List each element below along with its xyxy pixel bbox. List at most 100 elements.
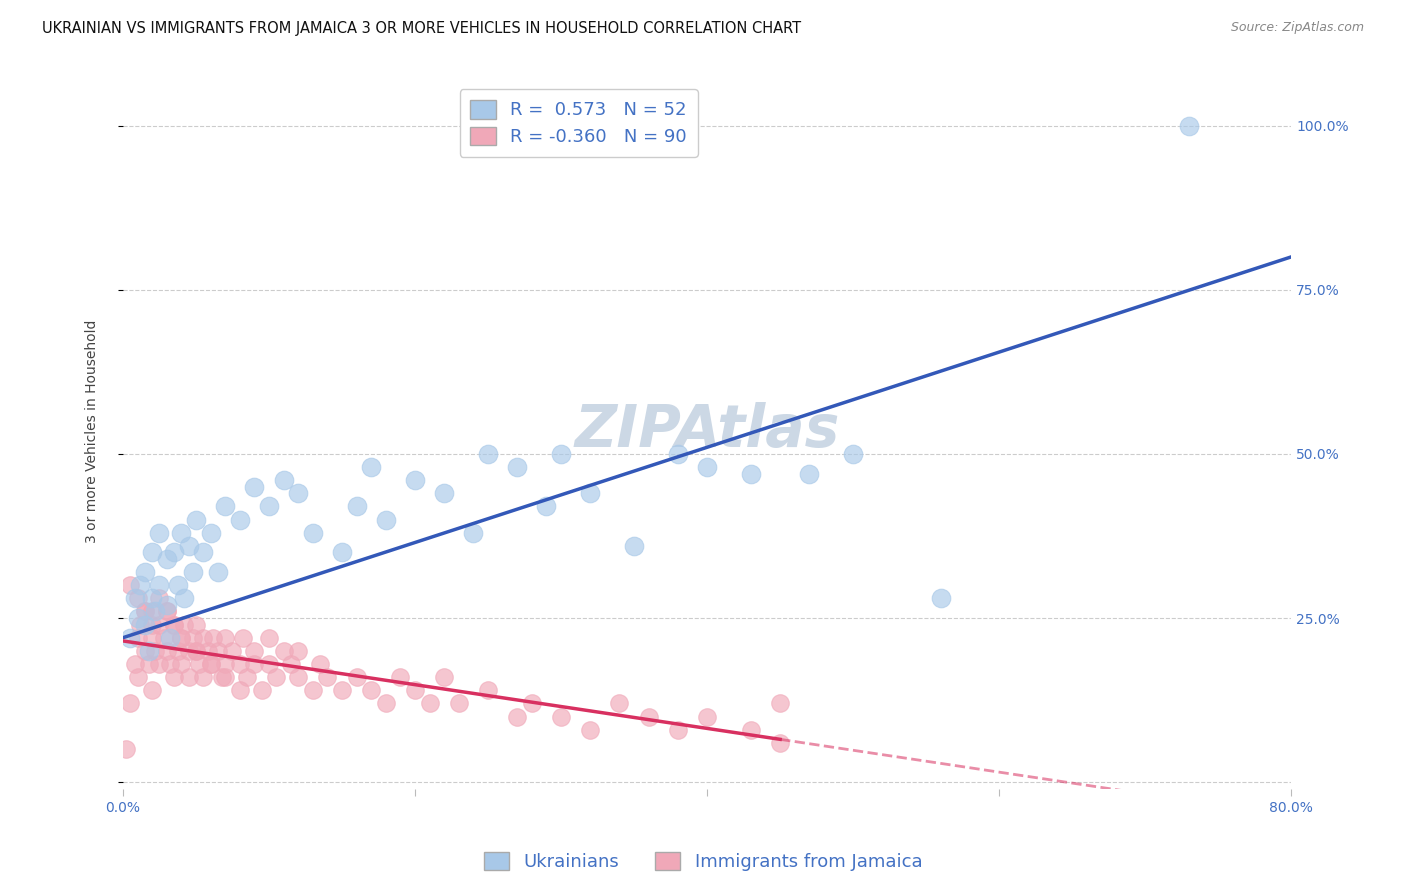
Point xyxy=(148,657,170,671)
Point xyxy=(666,723,689,737)
Point xyxy=(167,578,190,592)
Point xyxy=(159,631,181,645)
Point xyxy=(257,657,280,671)
Point xyxy=(148,591,170,606)
Point xyxy=(243,480,266,494)
Point xyxy=(609,697,631,711)
Point xyxy=(184,644,207,658)
Point xyxy=(187,657,209,671)
Point xyxy=(842,447,865,461)
Point xyxy=(389,670,412,684)
Point xyxy=(374,697,396,711)
Point xyxy=(404,683,426,698)
Point xyxy=(134,604,156,618)
Point xyxy=(141,545,163,559)
Point xyxy=(550,709,572,723)
Point xyxy=(193,545,215,559)
Point xyxy=(419,697,441,711)
Point xyxy=(301,525,323,540)
Point xyxy=(536,500,558,514)
Point xyxy=(134,604,156,618)
Point xyxy=(623,539,645,553)
Point xyxy=(769,697,792,711)
Point xyxy=(153,631,176,645)
Point xyxy=(156,604,179,618)
Point xyxy=(232,631,254,645)
Point xyxy=(193,631,215,645)
Point xyxy=(257,631,280,645)
Point xyxy=(159,657,181,671)
Point xyxy=(696,460,718,475)
Point xyxy=(120,631,142,645)
Point xyxy=(929,591,952,606)
Point xyxy=(163,545,186,559)
Point xyxy=(177,539,200,553)
Y-axis label: 3 or more Vehicles in Household: 3 or more Vehicles in Household xyxy=(86,319,100,542)
Point xyxy=(330,683,353,698)
Point xyxy=(134,617,156,632)
Point xyxy=(200,657,222,671)
Point xyxy=(127,591,149,606)
Point xyxy=(129,578,152,592)
Point xyxy=(156,552,179,566)
Point xyxy=(520,697,543,711)
Point xyxy=(184,644,207,658)
Point xyxy=(346,670,368,684)
Text: UKRAINIAN VS IMMIGRANTS FROM JAMAICA 3 OR MORE VEHICLES IN HOUSEHOLD CORRELATION: UKRAINIAN VS IMMIGRANTS FROM JAMAICA 3 O… xyxy=(42,21,801,36)
Point xyxy=(374,512,396,526)
Point xyxy=(477,683,499,698)
Point xyxy=(221,644,243,658)
Point xyxy=(141,683,163,698)
Point xyxy=(280,657,302,671)
Point xyxy=(506,709,529,723)
Point xyxy=(197,644,219,658)
Point xyxy=(120,697,142,711)
Point xyxy=(287,644,309,658)
Point xyxy=(740,467,762,481)
Point xyxy=(1178,119,1201,133)
Point xyxy=(287,486,309,500)
Point xyxy=(214,500,236,514)
Point xyxy=(177,670,200,684)
Point xyxy=(148,578,170,592)
Point xyxy=(330,545,353,559)
Point xyxy=(211,670,233,684)
Point xyxy=(138,657,160,671)
Point xyxy=(167,644,190,658)
Point xyxy=(127,611,149,625)
Point xyxy=(129,617,152,632)
Point xyxy=(141,617,163,632)
Point xyxy=(163,670,186,684)
Point xyxy=(243,657,266,671)
Point xyxy=(316,670,339,684)
Point xyxy=(114,742,136,756)
Point xyxy=(463,525,485,540)
Point xyxy=(200,657,222,671)
Point xyxy=(202,631,225,645)
Point xyxy=(120,578,142,592)
Point xyxy=(170,525,193,540)
Point xyxy=(243,644,266,658)
Point xyxy=(184,512,207,526)
Point xyxy=(141,604,163,618)
Point xyxy=(477,447,499,461)
Legend: R =  0.573   N = 52, R = -0.360   N = 90: R = 0.573 N = 52, R = -0.360 N = 90 xyxy=(460,89,697,157)
Point xyxy=(148,525,170,540)
Point xyxy=(141,631,163,645)
Point xyxy=(156,604,179,618)
Point xyxy=(163,617,186,632)
Point xyxy=(156,644,179,658)
Point xyxy=(214,670,236,684)
Point xyxy=(181,631,204,645)
Point xyxy=(236,670,259,684)
Point xyxy=(229,657,252,671)
Point xyxy=(447,697,470,711)
Point xyxy=(309,657,332,671)
Point xyxy=(193,670,215,684)
Point xyxy=(666,447,689,461)
Point xyxy=(579,486,602,500)
Point xyxy=(170,657,193,671)
Point xyxy=(181,565,204,579)
Point xyxy=(229,512,252,526)
Point xyxy=(404,473,426,487)
